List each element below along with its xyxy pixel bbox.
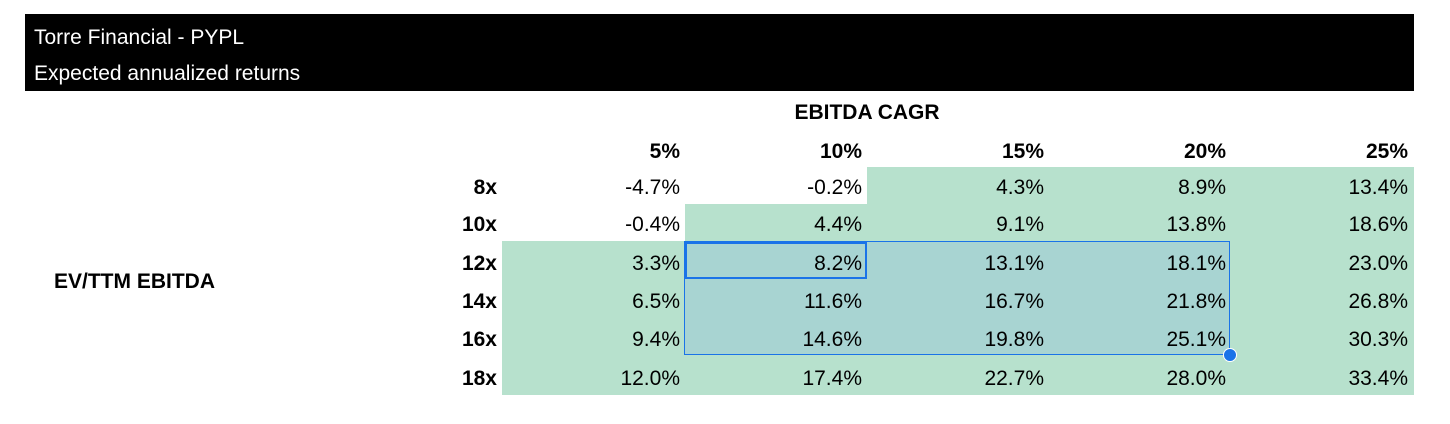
cell-8x-20pct[interactable]: 8.9% xyxy=(1178,176,1226,199)
col-header-20pct[interactable]: 20% xyxy=(1183,140,1226,163)
cell-10x-10pct[interactable]: 4.4% xyxy=(814,213,862,236)
cell-12x-15pct[interactable]: 13.1% xyxy=(984,252,1044,275)
cell-18x-15pct[interactable]: 22.7% xyxy=(984,367,1044,390)
row-label-14x[interactable]: 14x xyxy=(461,290,497,313)
cell-12x-20pct[interactable]: 18.1% xyxy=(1166,252,1226,275)
col-header-10pct[interactable]: 10% xyxy=(819,140,862,163)
cell-16x-10pct[interactable]: 14.6% xyxy=(802,328,862,351)
green-fill-row-8x xyxy=(867,167,1414,204)
row-label-16x[interactable]: 16x xyxy=(461,328,497,351)
cell-16x-15pct[interactable]: 19.8% xyxy=(984,328,1044,351)
col-header-15pct[interactable]: 15% xyxy=(1001,140,1044,163)
cell-18x-25pct[interactable]: 33.4% xyxy=(1348,367,1408,390)
cell-10x-25pct[interactable]: 18.6% xyxy=(1348,213,1408,236)
cell-12x-5pct[interactable]: 3.3% xyxy=(632,252,680,275)
row-label-18x[interactable]: 18x xyxy=(461,367,497,390)
sheet-title[interactable]: Torre Financial - PYPL xyxy=(34,26,245,49)
green-fill-row-10x xyxy=(685,204,1414,241)
cell-12x-10pct[interactable]: 8.2% xyxy=(814,252,862,275)
green-fill-rows-12x-18x xyxy=(502,241,1414,395)
cell-8x-25pct[interactable]: 13.4% xyxy=(1348,176,1408,199)
cell-16x-25pct[interactable]: 30.3% xyxy=(1348,328,1408,351)
cell-8x-10pct[interactable]: -0.2% xyxy=(807,176,862,199)
cell-14x-15pct[interactable]: 16.7% xyxy=(984,290,1044,313)
column-axis-title[interactable]: EBITDA CAGR xyxy=(794,101,940,124)
sheet-header: Torre Financial - PYPL Expected annualiz… xyxy=(25,14,1414,91)
cell-14x-10pct[interactable]: 11.6% xyxy=(804,290,862,313)
row-label-8x[interactable]: 8x xyxy=(473,176,497,199)
cell-10x-15pct[interactable]: 9.1% xyxy=(996,213,1044,236)
cell-18x-5pct[interactable]: 12.0% xyxy=(620,367,680,390)
row-label-10x[interactable]: 10x xyxy=(461,213,497,236)
cell-12x-25pct[interactable]: 23.0% xyxy=(1348,252,1408,275)
row-label-12x[interactable]: 12x xyxy=(461,252,497,275)
active-cell-border[interactable] xyxy=(685,242,867,279)
selection-fill-handle[interactable] xyxy=(1223,348,1237,362)
cell-14x-5pct[interactable]: 6.5% xyxy=(632,290,680,313)
sheet-subtitle[interactable]: Expected annualized returns xyxy=(34,62,301,85)
cell-8x-15pct[interactable]: 4.3% xyxy=(996,176,1044,199)
cell-16x-20pct[interactable]: 25.1% xyxy=(1166,328,1226,351)
cell-14x-20pct[interactable]: 21.8% xyxy=(1166,290,1226,313)
cell-8x-5pct[interactable]: -4.7% xyxy=(625,176,680,199)
cell-10x-20pct[interactable]: 13.8% xyxy=(1166,213,1226,236)
cell-18x-20pct[interactable]: 28.0% xyxy=(1166,367,1226,390)
cell-18x-10pct[interactable]: 17.4% xyxy=(802,367,862,390)
cell-14x-25pct[interactable]: 26.8% xyxy=(1348,290,1408,313)
col-header-25pct[interactable]: 25% xyxy=(1365,140,1408,163)
selected-range[interactable] xyxy=(684,241,1230,355)
row-axis-title[interactable]: EV/TTM EBITDA xyxy=(54,270,215,293)
col-header-5pct[interactable]: 5% xyxy=(649,140,680,163)
cell-16x-5pct[interactable]: 9.4% xyxy=(632,328,680,351)
cell-10x-5pct[interactable]: -0.4% xyxy=(625,213,680,236)
